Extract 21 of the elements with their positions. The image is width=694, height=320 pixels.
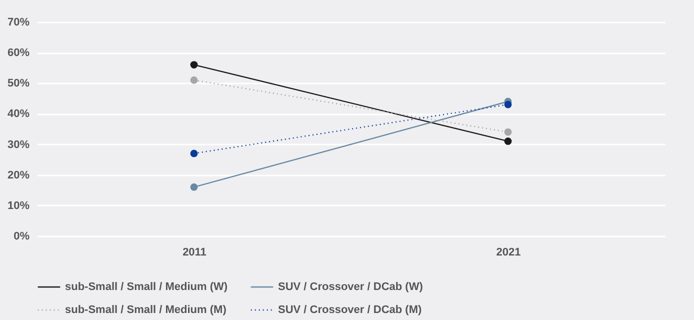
y-tick-label: 20% <box>7 169 30 182</box>
y-tick-label: 0% <box>14 230 30 242</box>
legend-label: SUV / Crossover / DCab (W) <box>278 281 424 293</box>
point <box>504 128 512 136</box>
legend-label: sub-Small / Small / Medium (M) <box>65 304 227 316</box>
x-tick-label: 2011 <box>182 246 206 258</box>
point <box>190 150 198 158</box>
x-tick-label: 2021 <box>496 246 521 258</box>
y-tick-label: 10% <box>7 200 30 212</box>
point <box>190 183 198 191</box>
y-tick-label: 60% <box>7 47 30 60</box>
y-tick-label: 70% <box>7 16 30 28</box>
y-tick-label: 50% <box>7 78 30 90</box>
point <box>190 61 198 68</box>
point <box>190 76 198 84</box>
point <box>504 138 512 145</box>
y-tick-label: 30% <box>7 138 30 151</box>
legend-label: sub-Small / Small / Medium (W) <box>65 281 228 293</box>
y-tick-label: 40% <box>7 108 30 120</box>
legend-label: SUV / Crossover / DCab (M) <box>278 304 422 316</box>
point <box>504 100 512 108</box>
